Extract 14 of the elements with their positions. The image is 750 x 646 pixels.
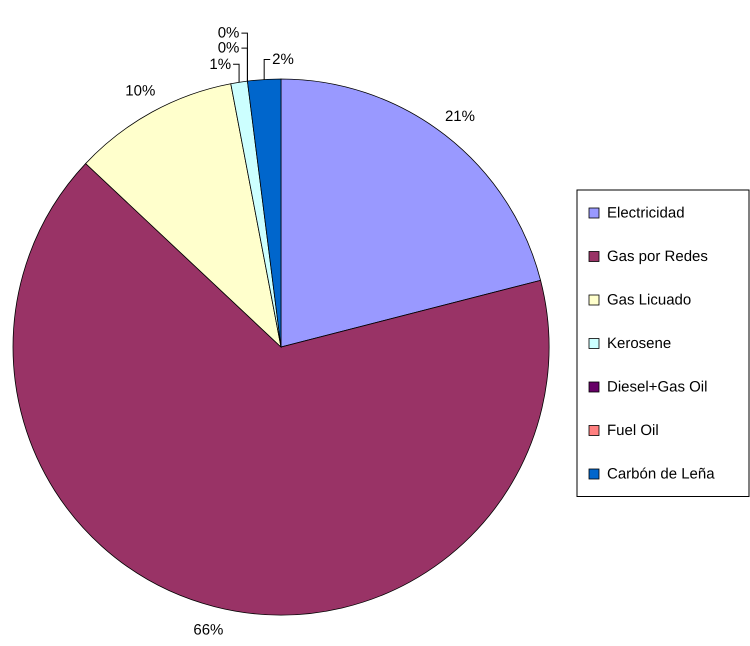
legend-label: Electricidad bbox=[607, 204, 685, 222]
data-label: 66% bbox=[193, 621, 224, 638]
data-label: 10% bbox=[125, 82, 156, 100]
data-label: 21% bbox=[444, 108, 475, 125]
legend-label: Gas Licuado bbox=[607, 292, 692, 308]
text: 0% bbox=[218, 40, 240, 57]
legend-label: Carbón de Leña bbox=[607, 466, 716, 482]
data-label: 1% bbox=[209, 56, 232, 73]
text: 0% bbox=[218, 24, 240, 42]
legend-label: Kerosene bbox=[607, 335, 672, 352]
legend-label: Diesel+Gas Oil bbox=[607, 378, 708, 396]
data-label: 2% bbox=[272, 51, 294, 68]
legend-label: Gas por Redes bbox=[607, 248, 708, 265]
legend-label: Fuel Oil bbox=[607, 422, 659, 439]
